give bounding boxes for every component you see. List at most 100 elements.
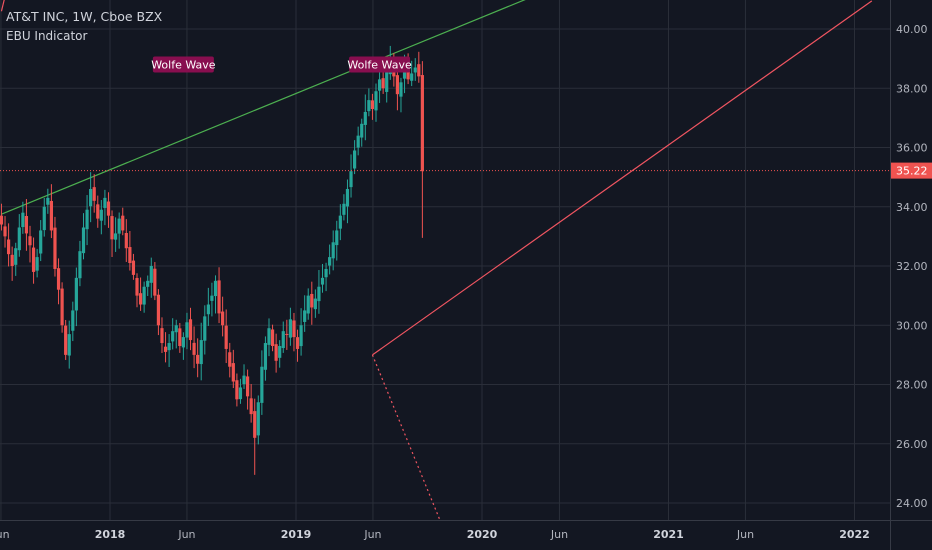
candle-body xyxy=(420,75,424,172)
price-axis-label: 28.00 xyxy=(896,379,928,392)
candle-body xyxy=(260,366,264,403)
time-axis-label: 2018 xyxy=(95,528,126,541)
candle-body xyxy=(167,343,171,351)
candle-body xyxy=(64,325,68,355)
indicator-name[interactable]: EBU Indicator xyxy=(6,29,88,43)
candle-body xyxy=(292,320,296,338)
candle-body xyxy=(274,344,278,361)
candle-body xyxy=(131,260,136,275)
candle-body xyxy=(178,328,182,346)
candle-body xyxy=(85,209,89,230)
candle-body xyxy=(163,346,168,352)
candle-body xyxy=(360,123,364,138)
candle-body xyxy=(249,398,253,415)
candle-body xyxy=(99,209,103,221)
candle-body xyxy=(181,337,185,348)
last-price-tag[interactable]: 35.22 xyxy=(891,162,932,179)
candle-body xyxy=(110,216,114,240)
candle-body xyxy=(253,411,257,438)
candle-body xyxy=(174,325,178,333)
candle-body xyxy=(128,247,132,264)
candle-body xyxy=(160,328,164,344)
time-axis-label: Jun xyxy=(0,528,10,541)
candle-body xyxy=(35,257,39,271)
candle-body xyxy=(374,91,378,111)
candle-body xyxy=(171,331,175,342)
candle-body xyxy=(60,288,64,326)
candle-body xyxy=(370,100,375,109)
candle-body xyxy=(81,227,86,254)
candle-body xyxy=(153,268,157,296)
wolfe-wave-label-text: Wolfe Wave xyxy=(151,59,216,72)
candle-body xyxy=(96,204,100,219)
candle-body xyxy=(156,294,161,326)
candle-body xyxy=(39,230,43,254)
candle-body xyxy=(228,352,232,367)
candle-body xyxy=(49,200,53,231)
candle-body xyxy=(114,233,118,240)
candle-body xyxy=(317,286,321,302)
time-axis-label: 2019 xyxy=(281,528,312,541)
candle-body xyxy=(17,227,21,251)
price-axis-label: 24.00 xyxy=(896,497,928,510)
candle-body xyxy=(185,322,189,338)
symbol-title[interactable]: AT&T INC, 1W, Cboe BZX xyxy=(6,9,163,24)
wolfe-wave-label[interactable]: Wolfe Wave xyxy=(151,56,216,73)
candle-body xyxy=(338,215,342,229)
candle-body xyxy=(256,402,260,436)
candle-body xyxy=(3,226,7,237)
candle-body xyxy=(395,75,400,95)
price-axis-label: 34.00 xyxy=(896,201,928,214)
candles xyxy=(0,45,424,475)
candle-body xyxy=(353,150,357,169)
candle-body xyxy=(78,251,82,279)
price-axis-label: 32.00 xyxy=(896,260,928,273)
grid xyxy=(0,0,890,520)
candle-body xyxy=(313,298,317,310)
candle-body xyxy=(385,70,389,92)
candle-body xyxy=(367,100,371,112)
candle-body xyxy=(295,337,300,349)
candle-body xyxy=(320,277,325,285)
candle-body xyxy=(0,215,4,225)
candle-body xyxy=(377,79,382,91)
candle-body xyxy=(263,343,268,370)
candle-body xyxy=(6,239,11,255)
lower-trendline[interactable] xyxy=(372,0,873,356)
time-axis-label: Jun xyxy=(363,528,381,541)
candle-body xyxy=(210,295,214,301)
candle-body xyxy=(406,69,410,80)
top-left-red-segment[interactable] xyxy=(0,0,5,12)
lower-dotted-projection[interactable] xyxy=(371,354,441,522)
candle-body xyxy=(135,277,139,296)
candle-body xyxy=(217,280,221,314)
candle-body xyxy=(399,82,403,97)
candle-body xyxy=(53,227,57,269)
candle-body xyxy=(46,197,50,205)
wolfe-wave-label[interactable]: Wolfe Wave xyxy=(347,56,412,73)
candle-body xyxy=(245,376,250,397)
candle-body xyxy=(21,212,25,228)
price-axis-label: 26.00 xyxy=(896,438,928,451)
candle-body xyxy=(14,248,18,265)
last-price-tag-text: 35.22 xyxy=(896,165,928,178)
candle-body xyxy=(328,257,332,266)
wolfe-wave-label-text: Wolfe Wave xyxy=(347,59,412,72)
candle-body xyxy=(221,311,225,326)
candle-body xyxy=(324,268,328,278)
candle-body xyxy=(142,286,146,305)
time-axis-label: 2021 xyxy=(653,528,684,541)
candle-body xyxy=(106,201,111,216)
wolfe-wave-label-bg xyxy=(152,56,214,73)
candle-body xyxy=(410,73,414,81)
candle-body xyxy=(138,293,143,305)
candle-body xyxy=(199,340,203,365)
candle-body xyxy=(196,354,200,364)
price-axis-label: 40.00 xyxy=(896,23,928,36)
time-axis-label: Jun xyxy=(736,528,754,541)
candle-body xyxy=(121,215,125,231)
candle-body xyxy=(356,135,360,148)
candle-body xyxy=(71,310,75,331)
